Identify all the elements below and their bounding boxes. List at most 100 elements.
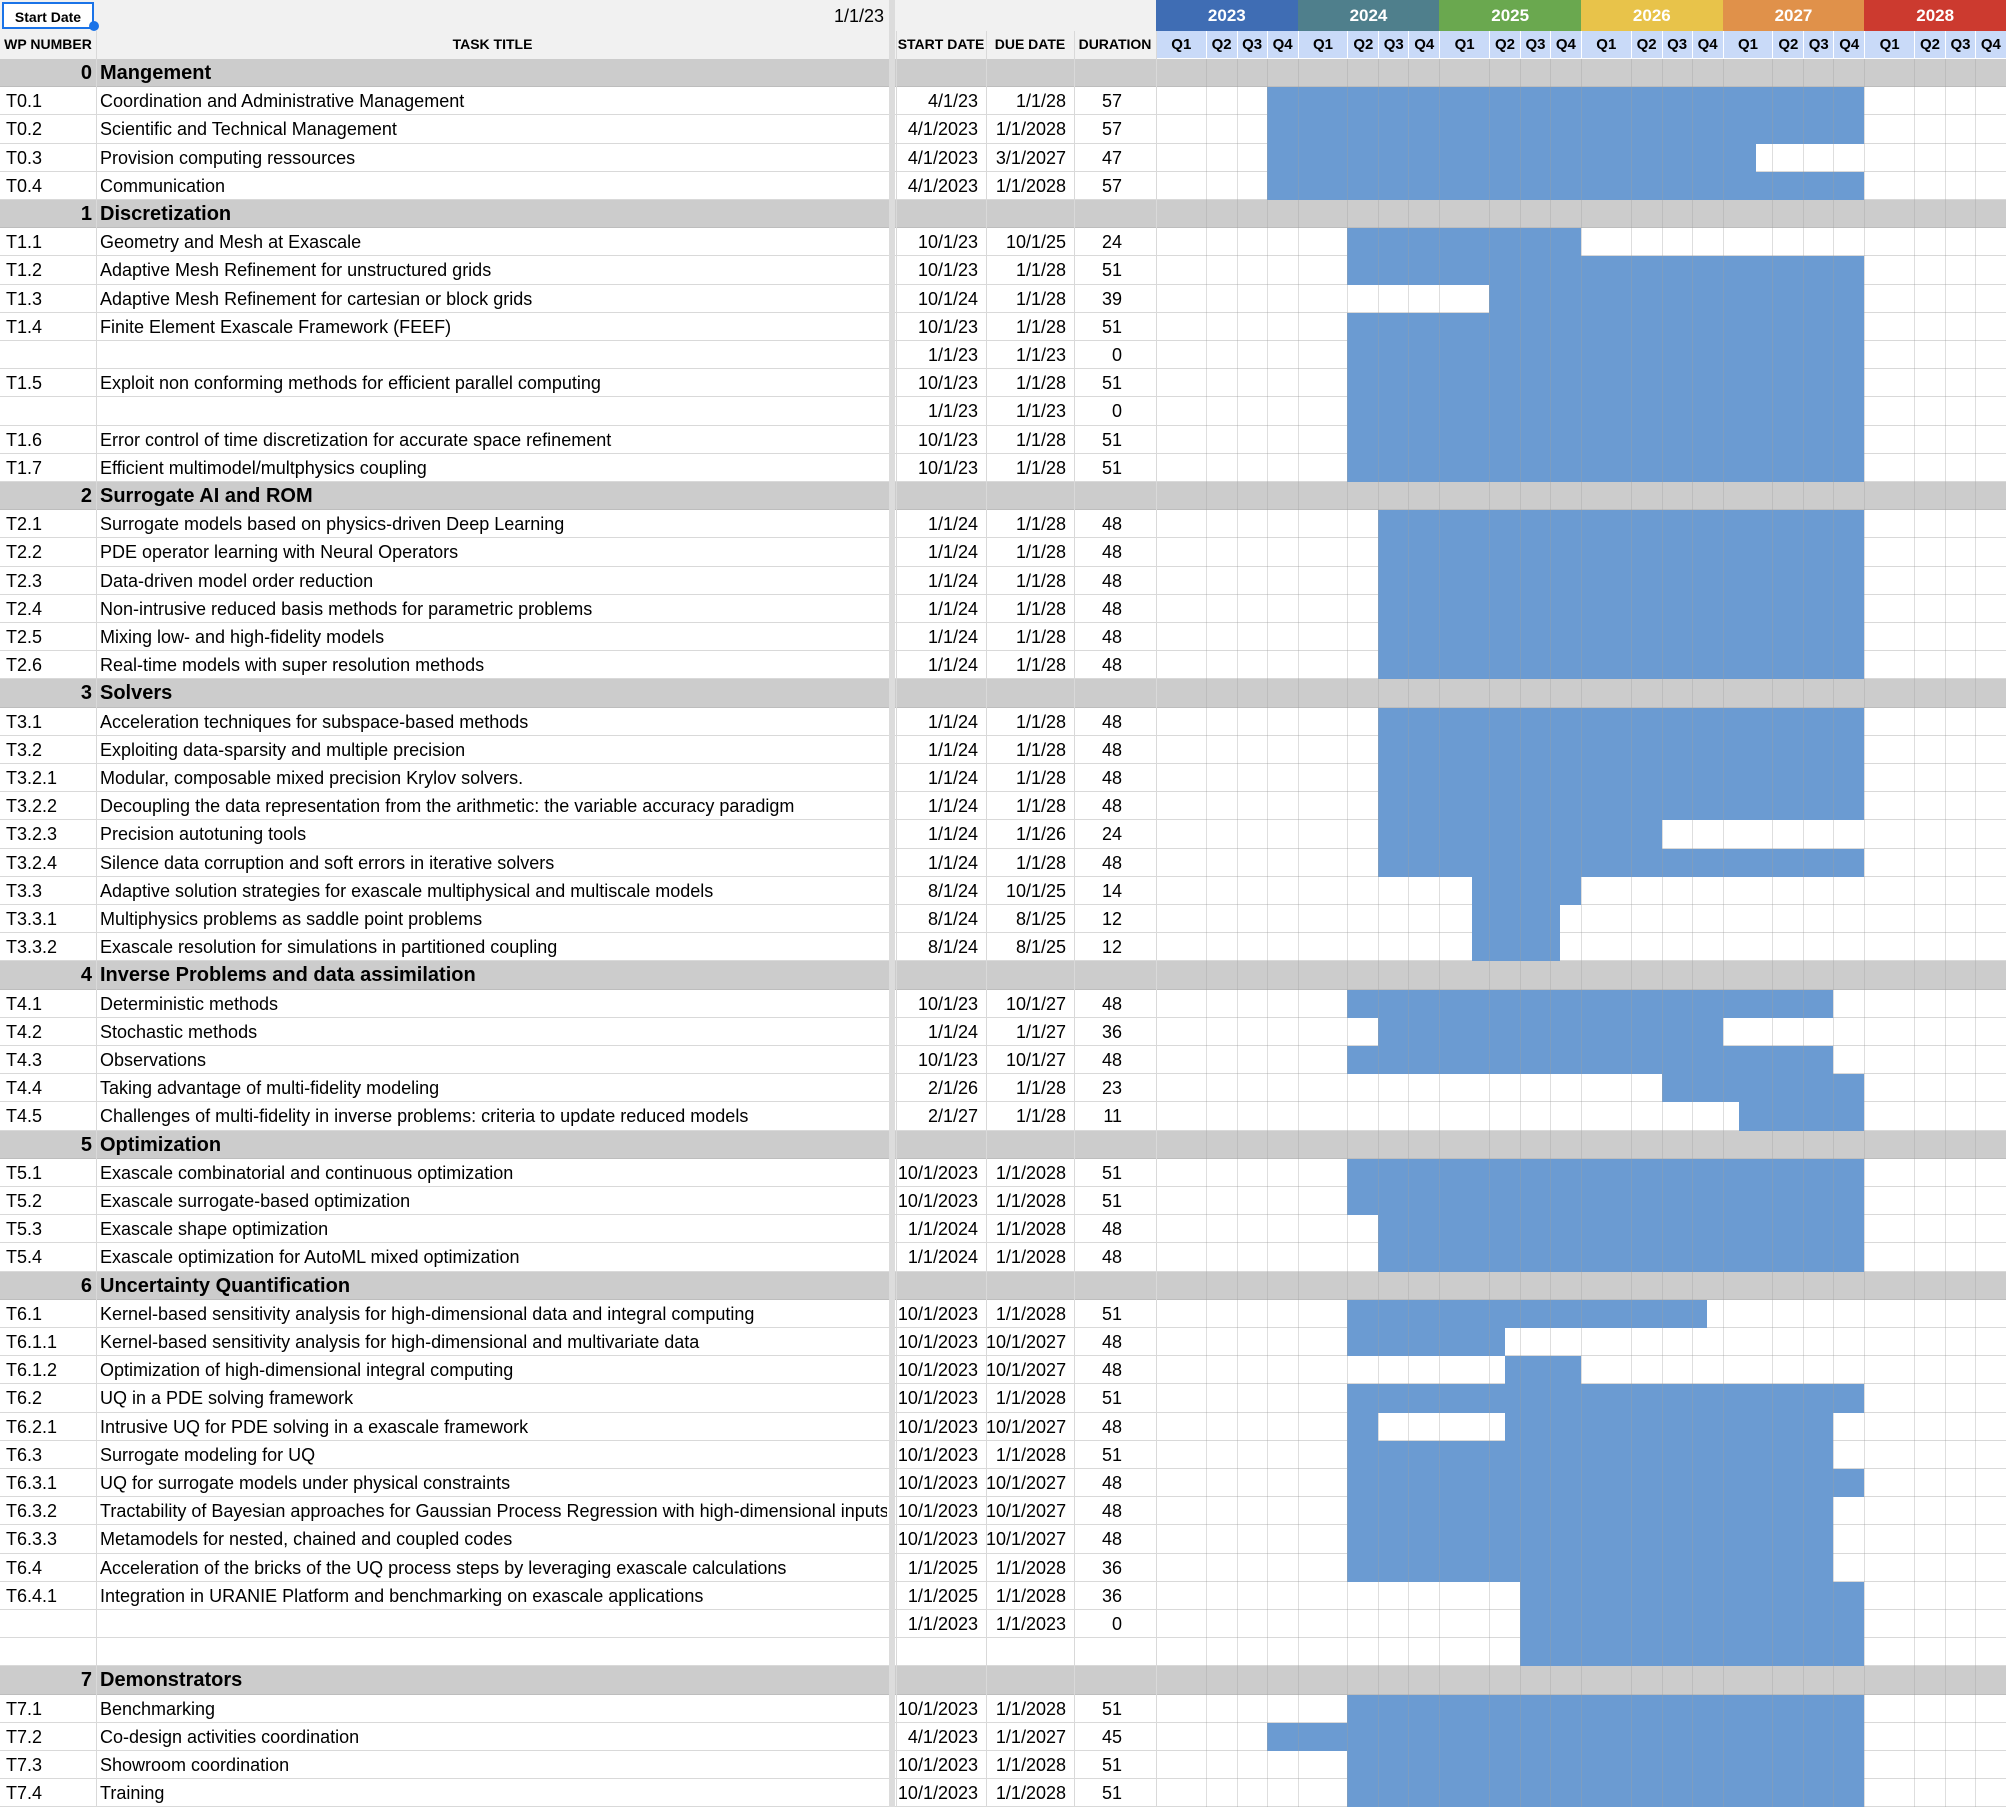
start-date-cell[interactable]: 10/1/2023 xyxy=(897,1332,978,1352)
task-title-cell[interactable]: Exploiting data-sparsity and multiple pr… xyxy=(100,739,466,760)
duration-cell[interactable]: 0 xyxy=(1111,401,1122,422)
duration-cell[interactable]: 48 xyxy=(1101,1247,1122,1268)
start-date-cell[interactable]: 1/1/2024 xyxy=(907,1219,978,1240)
wp-number-cell[interactable]: T4.3 xyxy=(6,1050,43,1070)
duration-cell[interactable] xyxy=(1074,1638,1122,1666)
start-date-cell[interactable]: 10/1/2023 xyxy=(897,1303,978,1324)
wp-number-cell[interactable]: T3.3.2 xyxy=(6,937,58,958)
start-date-cell[interactable]: 10/1/23 xyxy=(917,316,978,337)
task-title-cell[interactable]: UQ for surrogate models under physical c… xyxy=(100,1473,511,1493)
duration-cell[interactable]: 48 xyxy=(1101,993,1122,1014)
wp-number-cell[interactable]: T3.2.3 xyxy=(6,824,58,845)
duration-cell[interactable]: 14 xyxy=(1101,880,1122,901)
duration-cell[interactable]: 36 xyxy=(1101,1557,1122,1578)
wp-number-cell[interactable]: T3.2.4 xyxy=(6,852,58,873)
section-number[interactable]: 5 xyxy=(80,1133,92,1156)
task-title-cell[interactable]: Challenges of multi-fidelity in inverse … xyxy=(100,1106,749,1127)
due-date-cell[interactable]: 1/1/28 xyxy=(1015,627,1066,647)
start-date-cell[interactable]: 4/1/23 xyxy=(927,91,978,112)
wp-number-cell[interactable]: T2.5 xyxy=(6,627,43,647)
due-date-cell[interactable]: 1/1/2028 xyxy=(995,175,1066,196)
wp-number-cell[interactable] xyxy=(6,397,94,425)
task-title-cell[interactable]: Precision autotuning tools xyxy=(100,824,307,845)
duration-cell[interactable]: 23 xyxy=(1101,1078,1122,1099)
wp-number-cell[interactable]: T4.1 xyxy=(6,993,43,1014)
duration-cell[interactable]: 51 xyxy=(1101,260,1122,281)
start-date-cell[interactable] xyxy=(896,1638,978,1666)
task-title-cell[interactable]: Kernel-based sensitivity analysis for hi… xyxy=(100,1303,755,1324)
due-date-cell[interactable]: 1/1/2028 xyxy=(995,1755,1066,1775)
start-date-cell[interactable]: 4/1/2023 xyxy=(907,119,978,140)
wp-number-cell[interactable]: T6.3.2 xyxy=(6,1501,58,1522)
due-date-cell[interactable] xyxy=(986,1638,1066,1666)
start-date-cell[interactable]: 1/1/24 xyxy=(927,514,978,535)
due-date-cell[interactable]: 10/1/2027 xyxy=(986,1360,1066,1381)
start-date-cell[interactable]: 10/1/2023 xyxy=(897,1698,978,1719)
start-date-cell[interactable]: 4/1/2023 xyxy=(907,147,978,168)
task-title-cell[interactable]: Communication xyxy=(100,175,226,196)
wp-number-cell[interactable]: T5.3 xyxy=(6,1219,43,1240)
task-title-cell[interactable]: Exascale combinatorial and continuous op… xyxy=(100,1162,514,1183)
start-date-cell[interactable]: 1/1/24 xyxy=(927,852,978,873)
start-date-cell[interactable]: 1/1/24 xyxy=(927,542,978,563)
wp-number-cell[interactable]: T1.6 xyxy=(6,429,43,450)
section-number[interactable]: 6 xyxy=(80,1274,92,1297)
task-title-cell[interactable] xyxy=(100,341,887,369)
section-number[interactable]: 4 xyxy=(80,964,92,987)
due-date-cell[interactable]: 1/1/2028 xyxy=(995,1783,1066,1804)
start-date-cell[interactable]: 1/1/2025 xyxy=(907,1585,978,1606)
duration-cell[interactable]: 48 xyxy=(1101,739,1122,760)
start-date-cell[interactable]: 10/1/23 xyxy=(917,232,978,253)
task-title-cell[interactable]: Silence data corruption and soft errors … xyxy=(100,852,555,873)
section-title[interactable]: Optimization xyxy=(100,1133,222,1156)
wp-number-cell[interactable]: T5.4 xyxy=(6,1247,43,1268)
start-date-cell[interactable]: 1/1/24 xyxy=(927,768,978,788)
task-title-cell[interactable]: Tractability of Bayesian approaches for … xyxy=(100,1501,887,1522)
task-title-cell[interactable]: Showroom coordination xyxy=(100,1755,290,1775)
duration-cell[interactable]: 48 xyxy=(1101,852,1122,873)
task-title-cell[interactable]: Modular, composable mixed precision Kryl… xyxy=(100,768,524,788)
section-title[interactable]: Uncertainty Quantification xyxy=(100,1274,351,1297)
duration-cell[interactable]: 48 xyxy=(1101,796,1122,817)
due-date-cell[interactable]: 8/1/25 xyxy=(1015,937,1066,958)
duration-cell[interactable]: 48 xyxy=(1101,1332,1122,1352)
section-number[interactable]: 7 xyxy=(80,1669,92,1692)
due-date-cell[interactable]: 10/1/27 xyxy=(1005,1050,1066,1070)
duration-cell[interactable]: 57 xyxy=(1101,91,1122,112)
duration-cell[interactable]: 24 xyxy=(1101,232,1122,253)
section-number[interactable]: 3 xyxy=(80,682,92,705)
section-title[interactable]: Demonstrators xyxy=(100,1669,243,1692)
section-title[interactable]: Surrogate AI and ROM xyxy=(100,485,313,507)
task-title-cell[interactable] xyxy=(100,1610,887,1638)
duration-cell[interactable]: 48 xyxy=(1101,542,1122,563)
start-date-cell[interactable]: 1/1/24 xyxy=(927,627,978,647)
section-title[interactable]: Discretization xyxy=(100,203,232,225)
wp-number-cell[interactable]: T7.1 xyxy=(6,1698,43,1719)
due-date-cell[interactable]: 1/1/2027 xyxy=(995,1726,1066,1747)
due-date-cell[interactable]: 1/1/28 xyxy=(1015,457,1066,478)
due-date-cell[interactable]: 10/1/27 xyxy=(1005,993,1066,1014)
task-title-cell[interactable]: Exascale optimization for AutoML mixed o… xyxy=(100,1247,520,1268)
task-title-cell[interactable]: Data-driven model order reduction xyxy=(100,570,374,591)
duration-cell[interactable]: 51 xyxy=(1101,1755,1122,1775)
wp-number-cell[interactable]: T6.4 xyxy=(6,1557,43,1578)
due-date-cell[interactable]: 1/1/28 xyxy=(1015,542,1066,563)
wp-number-cell[interactable]: T6.3.3 xyxy=(6,1529,58,1550)
duration-cell[interactable]: 48 xyxy=(1101,1050,1122,1070)
task-title-cell[interactable]: Intrusive UQ for PDE solving in a exasca… xyxy=(100,1416,529,1437)
due-date-cell[interactable]: 1/1/23 xyxy=(1015,401,1066,422)
start-date-cell[interactable]: 10/1/23 xyxy=(917,993,978,1014)
due-date-cell[interactable]: 1/1/2028 xyxy=(995,1303,1066,1324)
wp-number-cell[interactable]: T1.7 xyxy=(6,457,43,478)
start-date-cell[interactable]: 1/1/24 xyxy=(927,1021,978,1042)
due-date-cell[interactable]: 1/1/28 xyxy=(1015,91,1066,112)
wp-number-cell[interactable]: T6.1.1 xyxy=(6,1332,58,1352)
selection-handle[interactable] xyxy=(89,21,99,31)
start-date-cell[interactable]: 1/1/24 xyxy=(927,655,978,676)
start-date-cell[interactable]: 10/1/2023 xyxy=(897,1783,978,1804)
due-date-cell[interactable]: 1/1/2028 xyxy=(995,1585,1066,1606)
due-date-cell[interactable]: 1/1/2023 xyxy=(995,1614,1066,1634)
duration-cell[interactable]: 57 xyxy=(1101,119,1122,140)
task-title-cell[interactable]: Benchmarking xyxy=(100,1698,216,1719)
section-number[interactable]: 0 xyxy=(80,62,92,84)
